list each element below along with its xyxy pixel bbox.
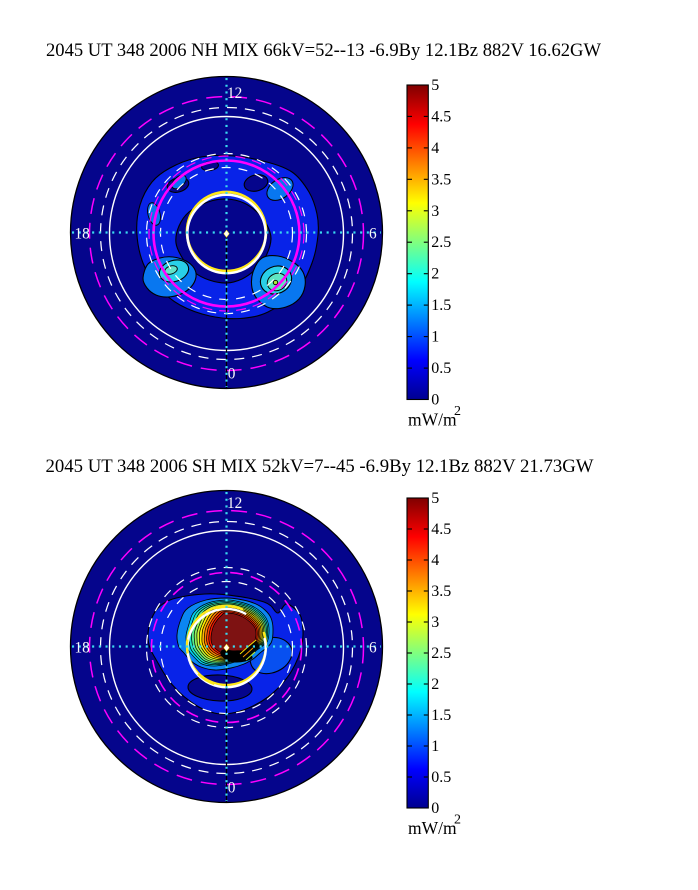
- svg-text:0: 0: [431, 392, 439, 409]
- svg-text:2.5: 2.5: [431, 645, 451, 662]
- svg-text:2: 2: [454, 404, 461, 419]
- svg-text:1.5: 1.5: [431, 297, 451, 314]
- svg-text:0.5: 0.5: [431, 360, 451, 377]
- svg-text:3: 3: [431, 614, 439, 631]
- svg-text:18: 18: [75, 226, 91, 243]
- svg-text:3.5: 3.5: [431, 171, 451, 188]
- svg-text:4: 4: [431, 552, 439, 569]
- svg-text:2045 UT 348 2006 SH MIX 52kV=7: 2045 UT 348 2006 SH MIX 52kV=7--45 -6.9B…: [46, 456, 595, 477]
- svg-text:12: 12: [227, 495, 242, 512]
- svg-text:mW/m: mW/m: [408, 818, 457, 838]
- svg-text:3.5: 3.5: [431, 583, 451, 600]
- svg-text:4.5: 4.5: [431, 521, 451, 538]
- svg-text:mW/m: mW/m: [408, 410, 457, 430]
- svg-text:2.5: 2.5: [431, 234, 451, 251]
- svg-text:4.5: 4.5: [431, 108, 451, 125]
- svg-text:4: 4: [431, 140, 439, 157]
- svg-text:1: 1: [431, 738, 439, 755]
- svg-text:6: 6: [369, 640, 377, 657]
- svg-text:5: 5: [431, 77, 439, 94]
- svg-text:6: 6: [369, 226, 377, 243]
- svg-text:2: 2: [431, 266, 439, 283]
- svg-text:12: 12: [227, 85, 242, 102]
- svg-text:0.5: 0.5: [431, 769, 451, 786]
- svg-text:1: 1: [431, 329, 439, 346]
- svg-text:2: 2: [431, 676, 439, 693]
- svg-text:0: 0: [431, 800, 439, 817]
- svg-text:1.5: 1.5: [431, 707, 451, 724]
- svg-text:18: 18: [75, 640, 91, 657]
- svg-text:2045 UT 348 2006 NH MIX 66kV=5: 2045 UT 348 2006 NH MIX 66kV=52--13 -6.9…: [46, 40, 602, 61]
- svg-text:0: 0: [228, 366, 236, 383]
- svg-text:3: 3: [431, 203, 439, 220]
- svg-text:0: 0: [228, 780, 236, 797]
- svg-text:2: 2: [454, 813, 461, 828]
- svg-text:5: 5: [431, 490, 439, 507]
